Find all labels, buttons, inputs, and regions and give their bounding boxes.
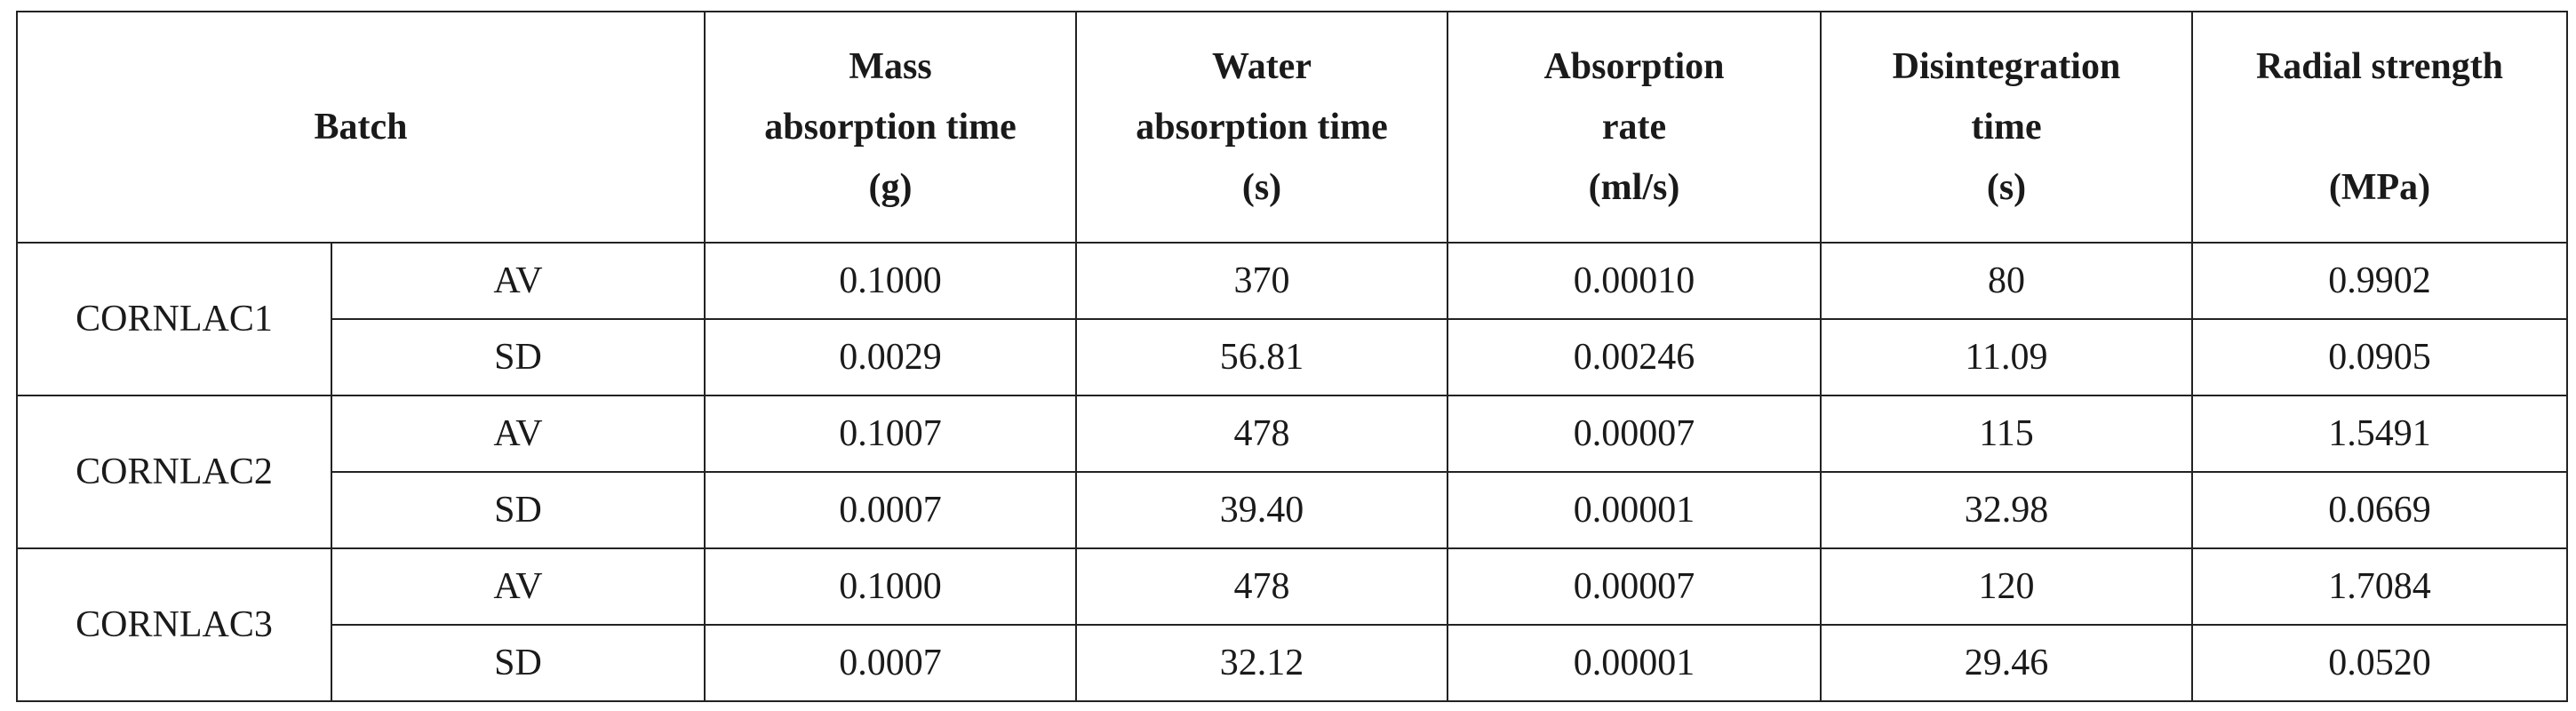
batch-name-cell: CORNLAC2 xyxy=(16,395,332,549)
header-water-absorption-time: Water absorption time (s) xyxy=(1075,11,1448,244)
header-absorption-rate: Absorption rate (ml/s) xyxy=(1447,11,1822,244)
value-cell: 115 xyxy=(1820,395,2193,473)
value-cell: 370 xyxy=(1075,242,1448,320)
header-disintegration-time: Disintegration time (s) xyxy=(1820,11,2193,244)
stat-cell: SD xyxy=(331,318,706,396)
header-line: (ml/s) xyxy=(1588,167,1680,208)
value-cell: 0.00010 xyxy=(1447,242,1822,320)
header-line: (s) xyxy=(1241,167,1282,208)
table-row: CORNLAC2 AV 0.1007 478 0.00007 115 1.549… xyxy=(16,395,2568,549)
header-line: time xyxy=(1971,107,2042,148)
value-cell: 32.98 xyxy=(1820,471,2193,549)
value-cell: 11.09 xyxy=(1820,318,2193,396)
value-cell: 0.0007 xyxy=(704,471,1077,549)
value-cell: 0.00246 xyxy=(1447,318,1822,396)
value-cell: 478 xyxy=(1075,395,1448,473)
table-row: SD 0.0007 32.12 0.00001 29.46 0.0520 xyxy=(17,624,2568,702)
value-cell: 478 xyxy=(1075,547,1448,626)
value-cell: 0.0669 xyxy=(2191,471,2568,549)
table-row: CORNLAC1 AV 0.1000 370 0.00010 80 0.9902 xyxy=(16,242,2568,396)
header-line: rate xyxy=(1601,107,1667,148)
header-line: absorption time xyxy=(764,107,1017,148)
value-cell: 29.46 xyxy=(1820,624,2193,702)
stat-cell: SD xyxy=(331,471,706,549)
value-cell: 0.0520 xyxy=(2191,624,2568,702)
stat-cell: SD xyxy=(331,624,706,702)
value-cell: 80 xyxy=(1820,242,2193,320)
table-row: SD 0.0029 56.81 0.00246 11.09 0.0905 xyxy=(17,318,2568,396)
stat-cell: AV xyxy=(331,547,706,626)
value-cell: 1.5491 xyxy=(2191,395,2568,473)
value-cell: 0.1007 xyxy=(704,395,1077,473)
value-cell: 32.12 xyxy=(1075,624,1448,702)
value-cell: 0.00007 xyxy=(1447,395,1822,473)
header-row: Batch Mass absorption time (g) Water abs… xyxy=(16,11,2568,244)
data-table-frame: Batch Mass absorption time (g) Water abs… xyxy=(16,11,2568,702)
value-cell: 1.7084 xyxy=(2191,547,2568,626)
header-line: Radial strength xyxy=(2255,46,2504,87)
header-line: Disintegration xyxy=(1892,46,2121,87)
value-cell: 0.00001 xyxy=(1447,471,1822,549)
stat-cell: AV xyxy=(331,242,706,320)
value-cell: 0.1000 xyxy=(704,242,1077,320)
header-line: (g) xyxy=(868,167,913,208)
header-mass-absorption-time: Mass absorption time (g) xyxy=(704,11,1077,244)
value-cell: 56.81 xyxy=(1075,318,1448,396)
header-line: Water xyxy=(1212,46,1312,87)
value-cell: 0.9902 xyxy=(2191,242,2568,320)
value-cell: 0.0007 xyxy=(704,624,1077,702)
table-row: SD 0.0007 39.40 0.00001 32.98 0.0669 xyxy=(17,471,2568,549)
batch-name-cell: CORNLAC1 xyxy=(16,242,332,396)
header-line: (s) xyxy=(1986,167,2027,208)
value-cell: 0.0029 xyxy=(704,318,1077,396)
header-line: absorption time xyxy=(1136,107,1388,148)
header-line: Absorption xyxy=(1543,46,1725,87)
value-cell: 0.1000 xyxy=(704,547,1077,626)
header-batch: Batch xyxy=(16,11,706,244)
header-line: Mass xyxy=(849,46,932,87)
table-row: CORNLAC3 AV 0.1000 478 0.00007 120 1.708… xyxy=(16,547,2568,702)
value-cell: 39.40 xyxy=(1075,471,1448,549)
results-table: Batch Mass absorption time (g) Water abs… xyxy=(16,11,2568,702)
header-line: (MPa) xyxy=(2328,167,2431,208)
value-cell: 0.00001 xyxy=(1447,624,1822,702)
value-cell: 120 xyxy=(1820,547,2193,626)
header-spacer xyxy=(2200,97,2559,157)
header-radial-strength: Radial strength (MPa) xyxy=(2191,11,2568,244)
batch-name-cell: CORNLAC3 xyxy=(16,547,332,702)
stat-cell: AV xyxy=(331,395,706,473)
value-cell: 0.00007 xyxy=(1447,547,1822,626)
value-cell: 0.0905 xyxy=(2191,318,2568,396)
